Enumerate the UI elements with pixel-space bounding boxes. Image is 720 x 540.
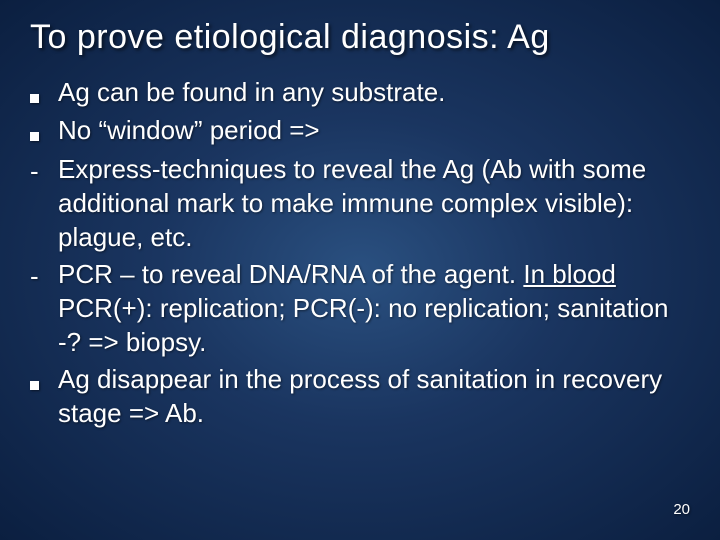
- list-item-text: Ag can be found in any substrate.: [58, 75, 690, 109]
- bullet-dash-icon: -: [30, 152, 58, 188]
- list-item-text: Express-techniques to reveal the Ag (Ab …: [58, 152, 690, 255]
- list-item: - Express-techniques to reveal the Ag (A…: [30, 152, 690, 255]
- slide: To prove etiological diagnosis: Ag Ag ca…: [0, 0, 720, 540]
- bullet-square-icon: [30, 113, 58, 149]
- text-run: PCR – to reveal DNA/RNA of the agent.: [58, 259, 523, 289]
- bullet-square-icon: [30, 75, 58, 111]
- list-item: No “window” period =>: [30, 113, 690, 149]
- text-run-underline: In blood: [523, 259, 616, 289]
- list-item-text: PCR – to reveal DNA/RNA of the agent. In…: [58, 257, 690, 360]
- list-item: Ag disappear in the process of sanitatio…: [30, 362, 690, 431]
- bullet-dash-icon: -: [30, 257, 58, 293]
- list-item-text: No “window” period =>: [58, 113, 690, 147]
- list-item: - PCR – to reveal DNA/RNA of the agent. …: [30, 257, 690, 360]
- slide-title: To prove etiological diagnosis: Ag: [30, 18, 690, 57]
- slide-content: Ag can be found in any substrate. No “wi…: [30, 75, 690, 430]
- text-run: PCR(+): replication; PCR(-): no replicat…: [58, 293, 669, 357]
- page-number: 20: [673, 501, 690, 518]
- bullet-square-icon: [30, 362, 58, 398]
- list-item: Ag can be found in any substrate.: [30, 75, 690, 111]
- list-item-text: Ag disappear in the process of sanitatio…: [58, 362, 690, 431]
